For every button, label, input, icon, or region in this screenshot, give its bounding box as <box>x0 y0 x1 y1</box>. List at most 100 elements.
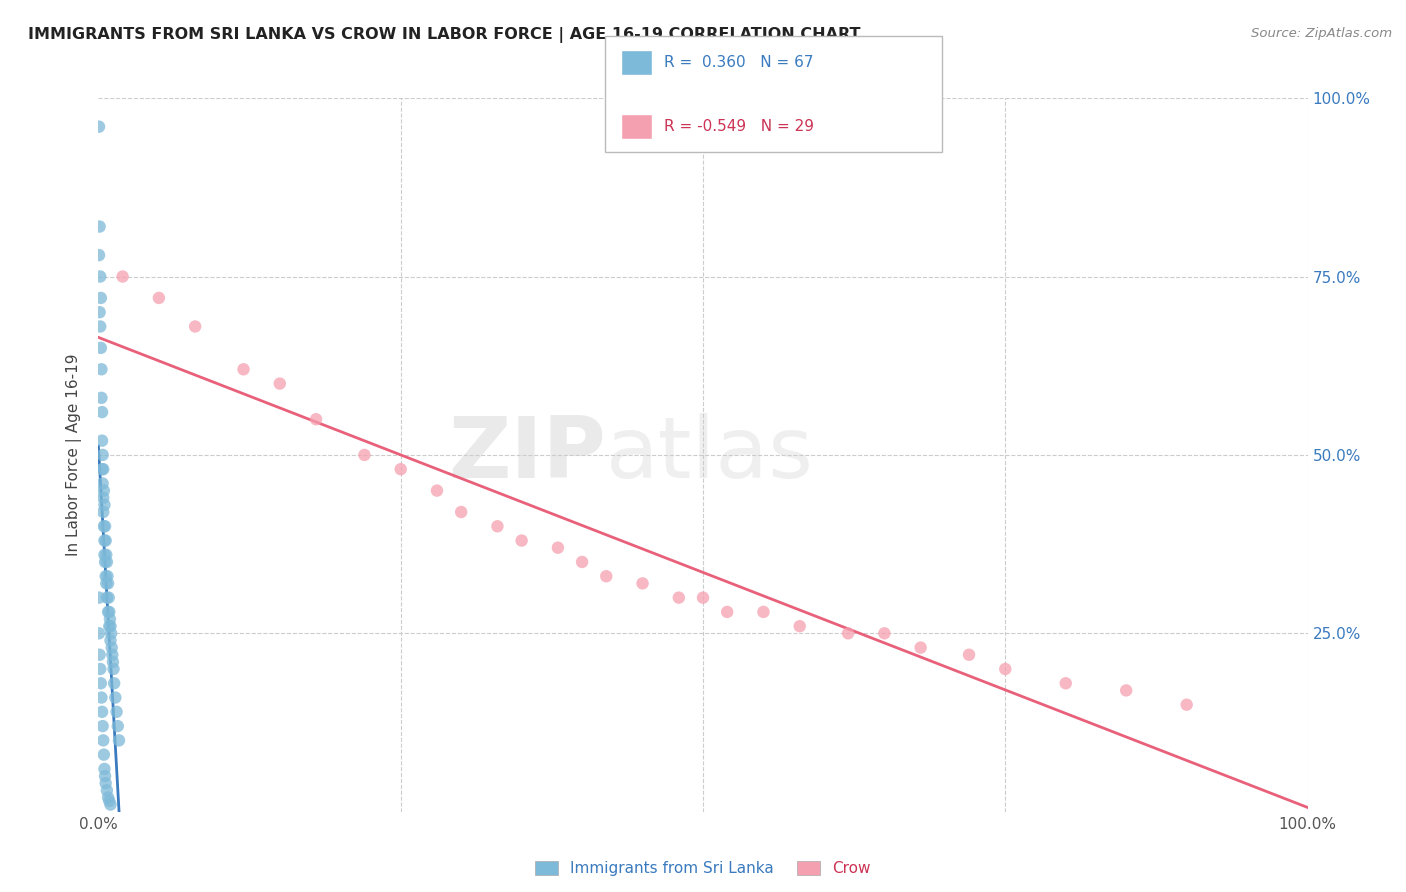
Point <box>571 555 593 569</box>
Point <box>89 648 111 662</box>
Point <box>89 269 111 284</box>
Point <box>692 591 714 605</box>
Point <box>305 412 328 426</box>
Point <box>100 640 122 655</box>
Point <box>94 569 117 583</box>
Point <box>91 434 114 448</box>
Point <box>631 576 654 591</box>
Point <box>100 797 122 812</box>
Point <box>97 790 120 805</box>
Point <box>98 605 121 619</box>
Point <box>93 483 115 498</box>
Point <box>87 120 110 134</box>
Point <box>1115 683 1137 698</box>
Point <box>668 591 690 605</box>
Point <box>103 662 125 676</box>
Point <box>510 533 533 548</box>
Point <box>98 612 121 626</box>
Point <box>90 341 112 355</box>
Point <box>107 719 129 733</box>
Point <box>789 619 811 633</box>
Text: R = -0.549   N = 29: R = -0.549 N = 29 <box>664 120 814 134</box>
Point <box>269 376 291 391</box>
Point <box>910 640 932 655</box>
Point <box>90 362 112 376</box>
Point <box>97 605 120 619</box>
Point <box>90 391 112 405</box>
Point <box>353 448 375 462</box>
Point <box>96 591 118 605</box>
Point <box>89 662 111 676</box>
Point <box>97 576 120 591</box>
Y-axis label: In Labor Force | Age 16-19: In Labor Force | Age 16-19 <box>66 353 83 557</box>
Point <box>105 705 128 719</box>
Text: ZIP: ZIP <box>449 413 606 497</box>
Point <box>1054 676 1077 690</box>
Point <box>89 319 111 334</box>
Point <box>94 555 117 569</box>
Point <box>93 533 115 548</box>
Point <box>101 655 124 669</box>
Point <box>103 676 125 690</box>
Point <box>111 269 134 284</box>
Point <box>91 733 114 747</box>
Point <box>96 555 118 569</box>
Point <box>93 762 115 776</box>
Point <box>100 619 122 633</box>
Text: IMMIGRANTS FROM SRI LANKA VS CROW IN LABOR FORCE | AGE 16-19 CORRELATION CHART: IMMIGRANTS FROM SRI LANKA VS CROW IN LAB… <box>28 27 860 43</box>
Point <box>91 405 114 419</box>
Point <box>96 783 118 797</box>
Point <box>91 719 114 733</box>
Point <box>96 576 118 591</box>
Point <box>91 476 114 491</box>
Point <box>104 690 127 705</box>
Point <box>100 626 122 640</box>
Legend: Immigrants from Sri Lanka, Crow: Immigrants from Sri Lanka, Crow <box>529 855 877 882</box>
Point <box>98 619 121 633</box>
Point <box>87 591 110 605</box>
Point <box>90 291 112 305</box>
Text: R =  0.360   N = 67: R = 0.360 N = 67 <box>664 55 813 70</box>
Point <box>108 733 131 747</box>
Point <box>148 291 170 305</box>
Point <box>595 569 617 583</box>
Point <box>94 776 117 790</box>
Point <box>91 491 114 505</box>
Point <box>89 219 111 234</box>
Point <box>91 448 114 462</box>
Point <box>837 626 859 640</box>
Point <box>486 519 509 533</box>
Point <box>94 533 117 548</box>
Point <box>716 605 738 619</box>
Point <box>94 519 117 533</box>
Point <box>873 626 896 640</box>
Point <box>89 305 111 319</box>
Point <box>93 498 115 512</box>
Point <box>752 605 775 619</box>
Point <box>450 505 472 519</box>
Point <box>90 676 112 690</box>
Point <box>98 794 121 808</box>
Point <box>184 319 207 334</box>
Point <box>94 769 117 783</box>
Point <box>389 462 412 476</box>
Point <box>87 248 110 262</box>
Point <box>101 648 124 662</box>
Text: Source: ZipAtlas.com: Source: ZipAtlas.com <box>1251 27 1392 40</box>
Point <box>91 462 114 476</box>
Text: atlas: atlas <box>606 413 814 497</box>
Point <box>547 541 569 555</box>
Point <box>91 505 114 519</box>
Point <box>87 626 110 640</box>
Point <box>91 705 114 719</box>
Point <box>957 648 980 662</box>
Point <box>96 548 118 562</box>
Point <box>994 662 1017 676</box>
Point <box>91 462 114 476</box>
Point <box>426 483 449 498</box>
Point <box>1175 698 1198 712</box>
Point <box>232 362 254 376</box>
Point <box>93 548 115 562</box>
Point <box>96 569 118 583</box>
Point <box>93 519 115 533</box>
